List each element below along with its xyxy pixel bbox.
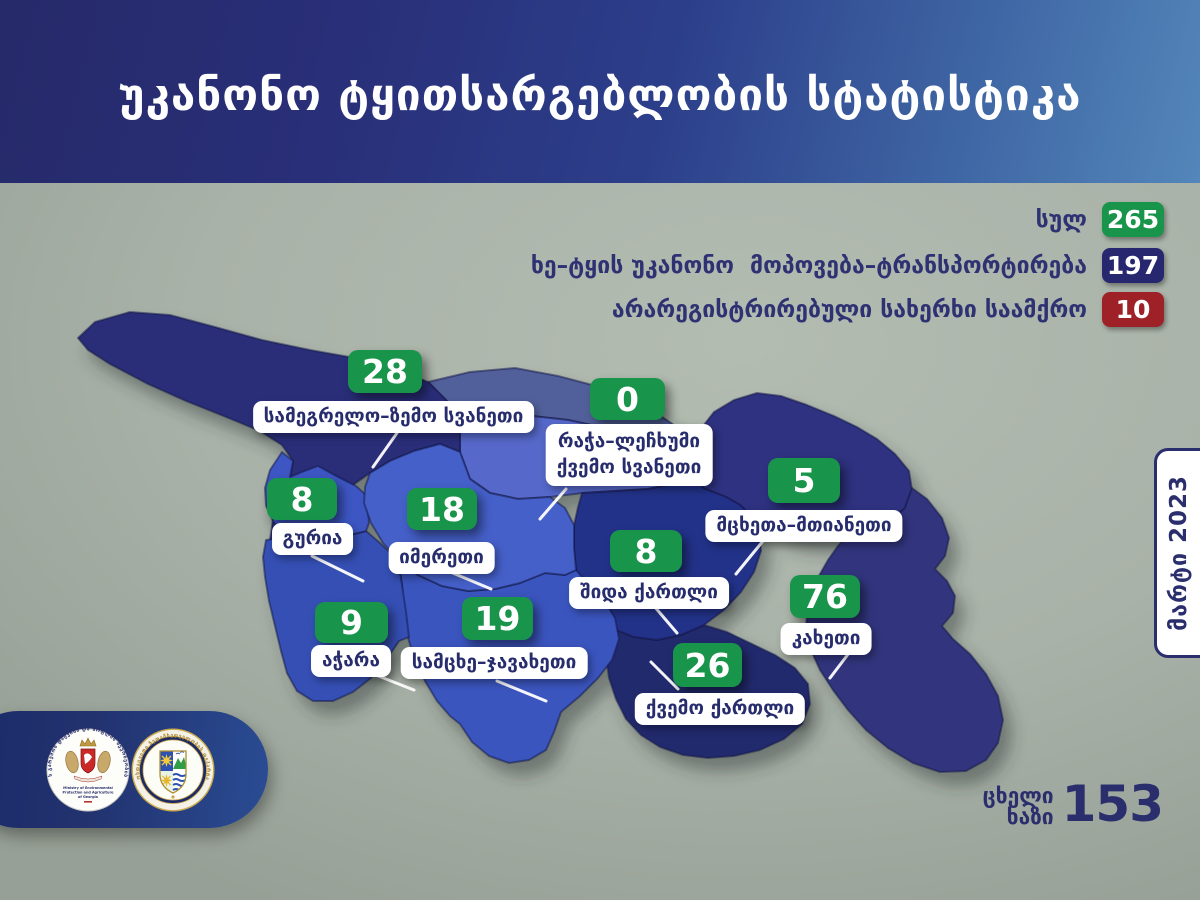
region-value-kvemo: 26 <box>684 645 731 685</box>
region-value-samegrelo: 28 <box>362 352 408 391</box>
hotline-number: 153 <box>1061 775 1164 833</box>
region-badge-adjara: 9 <box>315 602 388 643</box>
region-label-imereti: იმერეთი <box>388 542 495 574</box>
region-label-kakheti: კახეთი <box>780 623 872 655</box>
region-value-imereti: 18 <box>419 489 465 529</box>
region-badge-imereti: 18 <box>407 488 477 530</box>
side-tab: მარტი 2023 <box>1154 448 1200 658</box>
region-label-shida: შიდა ქართლი <box>569 577 729 609</box>
legend-row-timber: ხე–ტყის უკანონო მოპოვება–ტრანსპორტირება … <box>531 248 1164 283</box>
legend-label: ხე–ტყის უკანონო მოპოვება–ტრანსპორტირება <box>530 252 1087 279</box>
side-tab-label: მარტი 2023 <box>1166 475 1192 631</box>
region-value-adjara: 9 <box>340 603 363 642</box>
region-label-racha: რაჭა–ლეჩხუმი ქვემო სვანეთი <box>545 424 713 486</box>
region-label-mtskheta: მცხეთა–მთიანეთი <box>705 510 903 542</box>
region-badge-guria: 8 <box>267 478 337 520</box>
legend-value-badge: 197 <box>1102 248 1164 283</box>
region-value-guria: 8 <box>290 479 314 519</box>
page-title: უკანონო ტყითსარგებლობის სტატისტიკა <box>118 70 1082 121</box>
region-label-adjara: აჭარა <box>311 645 391 677</box>
region-badge-racha: 0 <box>590 378 665 420</box>
legend-row-sawmill: არარეგისტრირებული სახერხი საამქრო 10 <box>612 292 1164 327</box>
region-label-guria: გურია <box>271 523 354 555</box>
hotline-word-1: ცხელი <box>982 784 1054 808</box>
legend-row-total: სულ 265 <box>1036 202 1164 237</box>
hotline: ცხელი ხაზი 153 <box>983 775 1164 833</box>
region-badge-kakheti: 76 <box>790 575 860 618</box>
region-label-samegrelo: სამეგრელო–ზემო სვანეთი <box>252 401 535 433</box>
legend-label: არარეგისტრირებული სახერხი საამქრო <box>611 296 1087 323</box>
region-label-samtskhe: სამცხე–ჯავახეთი <box>400 647 588 679</box>
region-value-mtskheta: 5 <box>792 461 816 500</box>
legend-label: სულ <box>1035 206 1087 233</box>
region-badge-samegrelo: 28 <box>348 350 422 393</box>
region-value-racha: 0 <box>616 379 639 419</box>
region-value-shida: 8 <box>634 531 658 571</box>
header-banner: უკანონო ტყითსარგებლობის სტატისტიკა <box>0 0 1200 183</box>
legend-value-badge: 10 <box>1102 292 1164 327</box>
region-value-kakheti: 76 <box>802 577 848 616</box>
region-badge-samtskhe: 19 <box>462 597 533 640</box>
legend-value-badge: 265 <box>1102 202 1164 237</box>
region-badge-shida: 8 <box>610 530 682 572</box>
region-badge-kvemo: 26 <box>673 643 742 687</box>
hotline-text: ცხელი ხაზი <box>983 781 1054 828</box>
region-value-samtskhe: 19 <box>474 599 521 638</box>
region-badge-mtskheta: 5 <box>768 458 840 503</box>
region-label-kvemo: ქვემო ქართლი <box>634 693 806 725</box>
hotline-word-2: ხაზი <box>1006 805 1054 829</box>
